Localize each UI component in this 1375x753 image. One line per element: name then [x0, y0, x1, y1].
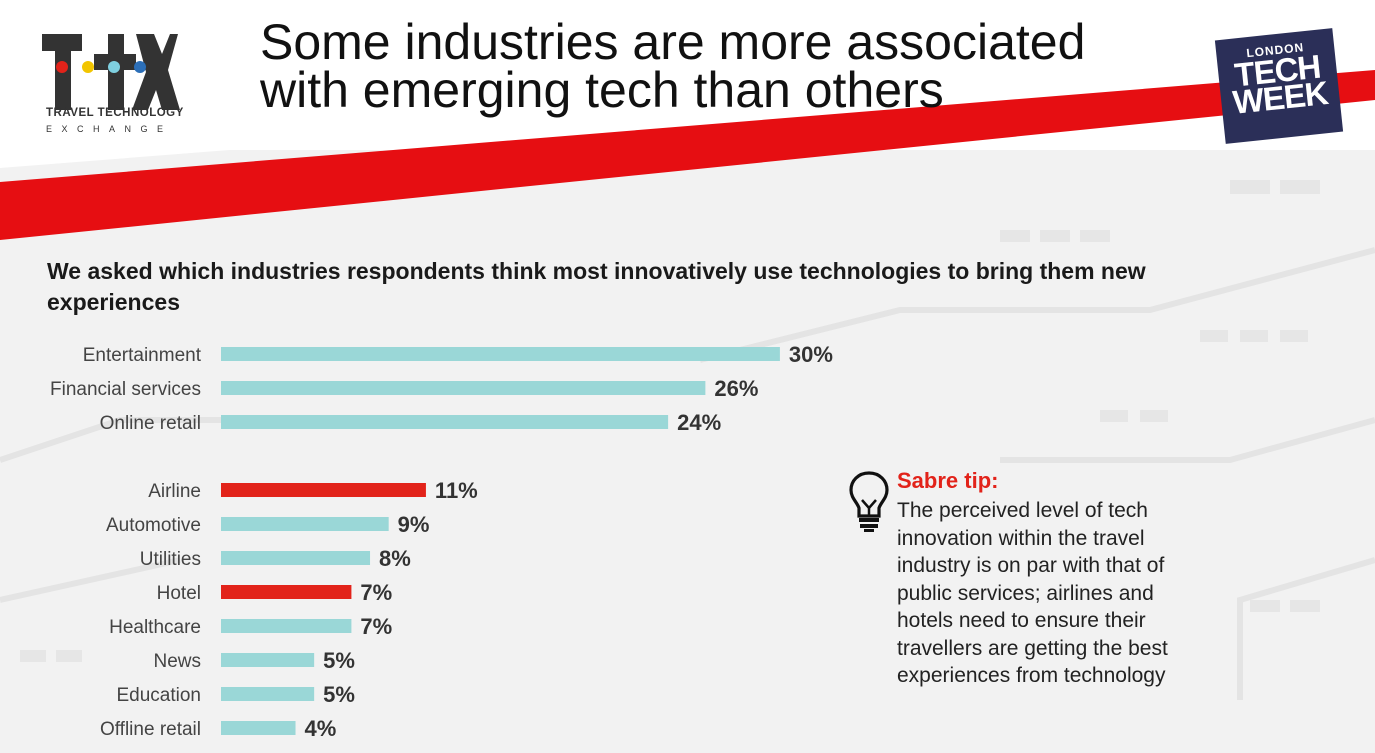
category-label: Financial services — [50, 379, 201, 400]
category-label: News — [153, 651, 201, 672]
industry-bar-chart: Entertainment 30% Financial services 26% Onl… — [50, 342, 833, 741]
survey-question: We asked which industries respondents th… — [47, 258, 1146, 315]
bar — [221, 721, 296, 735]
bar — [221, 585, 352, 599]
value-label: 5% — [323, 682, 355, 707]
bar — [221, 347, 780, 361]
category-label: Education — [116, 685, 201, 706]
tip-line: The perceived level of tech — [897, 499, 1148, 522]
category-label: Offline retail — [100, 719, 201, 740]
value-label: 4% — [305, 716, 337, 741]
bar — [221, 483, 426, 497]
category-label: Hotel — [157, 583, 201, 604]
value-label: 8% — [379, 546, 411, 571]
bar — [221, 517, 389, 531]
bar — [221, 653, 315, 667]
tip-line: travellers are getting the best — [897, 636, 1168, 660]
category-label: Utilities — [140, 549, 201, 570]
logo-text-secondary: EXCHANGE — [46, 124, 173, 134]
ttx-logo — [42, 34, 180, 110]
value-label: 7% — [360, 580, 392, 605]
badge-line-3: WEEK — [1231, 74, 1330, 121]
bar — [221, 551, 371, 565]
value-label: 11% — [435, 478, 478, 503]
tip-line: public services; airlines and — [897, 581, 1154, 605]
bar — [221, 415, 669, 429]
lightbulb-icon — [849, 471, 889, 532]
page-title-line-1: Some industries are more associated — [260, 14, 1086, 70]
page-title: Some industries are more associated with… — [260, 14, 1160, 118]
tip-line: innovation within the travel — [897, 526, 1145, 550]
bar — [221, 381, 706, 395]
bar — [221, 687, 315, 701]
value-label: 5% — [323, 648, 355, 673]
page-title-line-2: with emerging tech than others — [260, 62, 944, 118]
logo-text-primary: TRAVEL TECHNOLOGY — [46, 107, 184, 119]
value-label: 9% — [398, 512, 430, 537]
value-label: 30% — [789, 342, 833, 367]
value-label: 7% — [360, 614, 392, 639]
category-label: Entertainment — [83, 345, 202, 366]
value-label: 26% — [714, 376, 758, 401]
bar — [221, 619, 352, 633]
category-label: Healthcare — [109, 617, 201, 638]
category-label: Online retail — [100, 413, 201, 434]
tip-title: Sabre tip: — [897, 468, 999, 493]
tip-line: hotels need to ensure their — [897, 609, 1146, 632]
category-label: Airline — [148, 481, 201, 502]
tip-line: industry is on par with that of — [897, 554, 1165, 577]
tip-body: The perceived level of tech innovation w… — [897, 497, 1217, 690]
category-label: Automotive — [106, 515, 201, 536]
london-tech-week-badge: LONDON TECH WEEK — [1214, 28, 1344, 144]
tip-line: experiences from technology — [897, 664, 1166, 687]
value-label: 24% — [677, 410, 721, 435]
